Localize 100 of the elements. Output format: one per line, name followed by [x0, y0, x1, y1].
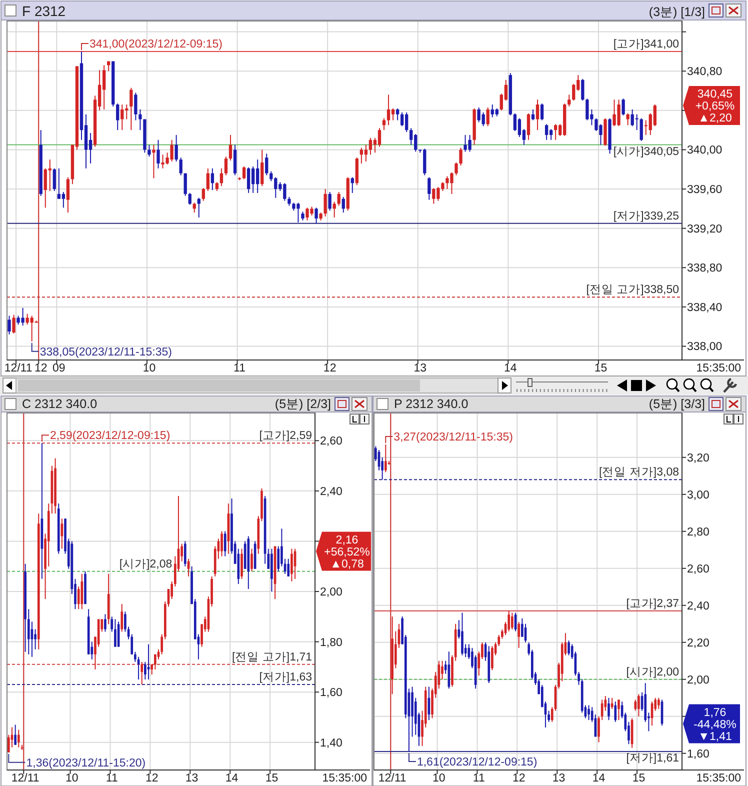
candlestick [364, 144, 368, 162]
ref-line-label: [시가]340,05 [613, 146, 679, 158]
candlestick [531, 108, 535, 121]
candlestick [396, 108, 400, 121]
x-tick-label: 13 [552, 772, 566, 784]
y-tick-label: 3,00 [687, 489, 710, 502]
candlestick [210, 168, 214, 191]
annotation: 2,59(2023/12/12-09:15) [50, 430, 170, 442]
candlestick [428, 176, 431, 200]
x-tick-label: 15 [632, 772, 646, 784]
candlestick [508, 610, 510, 632]
candlestick [134, 92, 138, 121]
candlestick [104, 614, 106, 632]
chart-title: C 2312 340.0 [22, 397, 98, 411]
candlestick [233, 144, 237, 176]
chart-subtitle: (5분) [3/3] [648, 397, 705, 411]
chart-title: F 2312 [22, 3, 66, 19]
x-tick-label: 11 [106, 772, 118, 784]
ref-line-label: [전일 고가]338,50 [586, 284, 679, 296]
candlestick [454, 162, 458, 176]
candlestick [114, 618, 116, 648]
candlestick [62, 191, 66, 208]
candlestick [66, 176, 70, 214]
y-tick-label: 1,80 [320, 636, 342, 649]
candlestick [618, 699, 620, 721]
candlestick [138, 108, 142, 131]
x-tick-label: 13 [414, 362, 427, 374]
candlestick [486, 106, 490, 127]
candlestick [360, 147, 364, 164]
y-tick-label: 3,20 [687, 452, 710, 464]
candlestick [544, 124, 548, 140]
text: 1,76 -44,48% ▼1,41 [694, 706, 736, 743]
candlestick [240, 548, 243, 580]
candlestick [382, 118, 386, 131]
y-tick-label: 2,00 [320, 586, 342, 598]
candlestick [549, 128, 553, 140]
x-tick-label: 15 [265, 772, 278, 784]
x-tick-label: 12 [512, 772, 526, 784]
candlestick [518, 118, 522, 138]
candlestick [246, 166, 250, 194]
y-tick-label: 2,00 [687, 674, 710, 686]
candlestick [220, 168, 224, 187]
candlestick [634, 699, 637, 712]
candlestick [14, 724, 16, 746]
candlestick [378, 128, 382, 148]
candlestick [188, 192, 192, 206]
x-tick-label: 09 [52, 362, 66, 374]
candlestick [174, 134, 178, 162]
x-axis-title: 15:35:00 [322, 772, 367, 784]
candlestick [614, 701, 617, 722]
candlestick [572, 83, 576, 102]
candlestick [202, 188, 205, 202]
candlestick [228, 134, 232, 162]
candlestick [554, 124, 558, 140]
y-tick-label: 2,80 [687, 526, 710, 538]
y-tick-label: 1,60 [687, 748, 710, 760]
candlestick [653, 104, 656, 127]
text: 2,16 +56,52% ▲0,78 [324, 534, 370, 570]
candlestick [640, 118, 643, 142]
candlestick [102, 64, 106, 110]
annotation: 341,00(2023/12/12-09:15) [90, 38, 223, 50]
candlestick [540, 103, 544, 121]
y-tick-label: 340,80 [687, 66, 722, 78]
y-tick-label: 339,60 [687, 184, 722, 196]
candlestick [588, 704, 590, 721]
x-tick-label: 10 [66, 772, 78, 784]
text: 340,45 +0,65% ▲2,20 [695, 88, 735, 125]
x-tick-label: 11 [472, 772, 485, 784]
candlestick [391, 108, 395, 121]
chart-subtitle: (5분) [2/3] [274, 397, 331, 411]
x-tick-label: 11 [234, 362, 246, 374]
candlestick [568, 94, 571, 107]
candlestick [17, 729, 20, 748]
ref-line-label: [고가]2,37 [626, 598, 679, 610]
y-tick-label: 338,80 [687, 262, 722, 275]
ref-line-label: [고가]2,59 [259, 430, 312, 442]
y-tick-label: 2,60 [687, 563, 710, 576]
y-tick-label: 338,00 [687, 341, 722, 354]
candlestick [459, 147, 462, 166]
candlestick [184, 172, 187, 196]
candlestick [635, 114, 638, 131]
candlestick [140, 661, 144, 686]
x-tick-label: 12/11 [378, 772, 406, 784]
ref-line-label: [저가]1,61 [626, 752, 679, 765]
candlestick [568, 640, 570, 656]
candlestick [156, 139, 160, 169]
y-tick-label: 338,40 [687, 302, 722, 314]
candlestick [251, 166, 255, 194]
candlestick [324, 188, 327, 218]
candlestick [52, 168, 56, 192]
x-axis-title: 15:35:00 [696, 362, 741, 374]
candlestick [206, 168, 210, 192]
x-tick-label: 13 [185, 772, 198, 784]
candlestick [314, 207, 318, 224]
candlestick [224, 156, 228, 176]
candlestick [368, 137, 372, 156]
candlestick [154, 654, 156, 670]
x-tick-label: 10 [432, 772, 446, 784]
candlestick [224, 530, 226, 557]
candlestick [491, 646, 494, 671]
